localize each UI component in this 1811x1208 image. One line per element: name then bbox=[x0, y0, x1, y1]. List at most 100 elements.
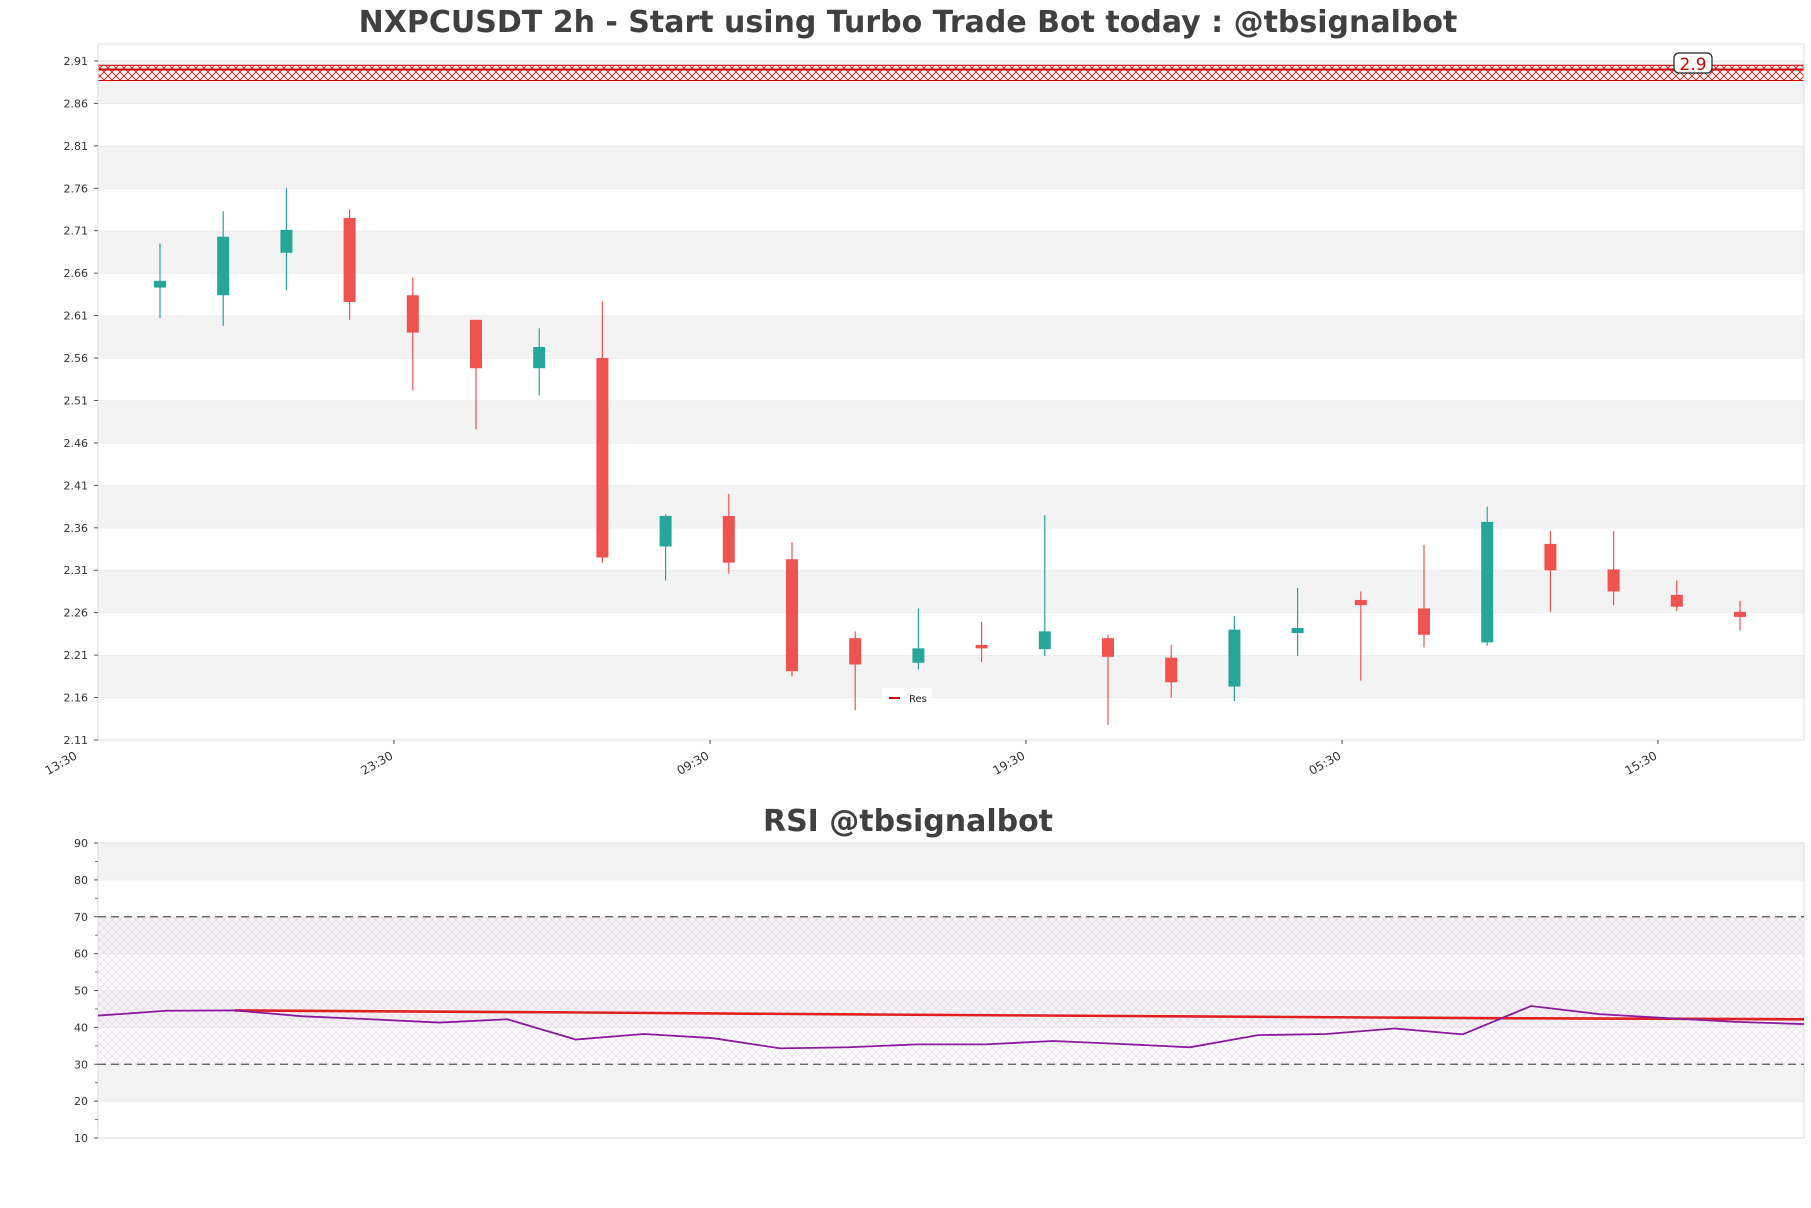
candle-down bbox=[1354, 591, 1367, 681]
rsi-band bbox=[98, 1064, 1804, 1102]
rsi-y-tick-label: 30 bbox=[74, 1058, 88, 1071]
candle-body bbox=[1165, 657, 1178, 683]
price-grid-bands bbox=[98, 60, 1804, 740]
candle-body bbox=[1734, 611, 1746, 617]
rsi-band bbox=[98, 843, 1804, 880]
candle-up bbox=[1038, 515, 1051, 656]
price-x-axis: 13:30 23:30 09:30 19:30 05:30 15:30 bbox=[43, 740, 1660, 778]
price-chart-title: NXPCUSDT 2h - Start using Turbo Trade Bo… bbox=[359, 5, 1458, 40]
candle-down bbox=[406, 277, 419, 391]
candle-body bbox=[1607, 569, 1620, 592]
candle-body bbox=[849, 638, 862, 665]
candle-up bbox=[912, 608, 925, 670]
candle-body bbox=[786, 559, 798, 672]
rsi-y-tick-label: 20 bbox=[74, 1095, 88, 1108]
candle-down bbox=[1102, 634, 1114, 725]
candle-up bbox=[659, 514, 672, 581]
rsi-series bbox=[97, 1005, 1805, 1050]
resistance-label: 2.9 bbox=[1673, 52, 1713, 75]
rsi-y-tick-label: 80 bbox=[74, 874, 88, 887]
price-y-tick-label: 2.36 bbox=[64, 522, 89, 535]
candle-body bbox=[280, 229, 293, 253]
candle-up bbox=[1481, 506, 1494, 646]
price-band bbox=[98, 442, 1804, 486]
price-band bbox=[98, 655, 1804, 698]
candle-body bbox=[1102, 638, 1114, 657]
price-band bbox=[98, 485, 1804, 528]
candle-down bbox=[1607, 531, 1620, 606]
candle-body bbox=[1354, 599, 1367, 606]
rsi-y-tick-label: 50 bbox=[74, 985, 88, 998]
rsi-level-lines bbox=[98, 916, 1804, 1065]
price-y-tick-label: 2.61 bbox=[64, 310, 89, 323]
price-x-tick-label: 05:30 bbox=[1307, 748, 1344, 777]
price-y-tick-label: 2.51 bbox=[64, 394, 89, 407]
rsi-y-axis: 10 20 30 40 50 60 70 80 90 bbox=[74, 837, 98, 1145]
candle-body bbox=[217, 236, 230, 296]
candlestick-series bbox=[154, 188, 1746, 725]
candle-up bbox=[280, 188, 293, 291]
price-band bbox=[98, 527, 1804, 571]
candle-body bbox=[975, 644, 988, 649]
price-y-tick-label: 2.26 bbox=[64, 607, 89, 620]
price-y-tick-label: 2.81 bbox=[64, 140, 89, 153]
rsi-y-tick-label: 60 bbox=[74, 948, 88, 961]
candle-body bbox=[1418, 608, 1430, 635]
resistance-value-label: 2.9 bbox=[1679, 55, 1706, 75]
price-band bbox=[98, 273, 1804, 316]
price-x-tick-label: 09:30 bbox=[675, 748, 712, 777]
candle-down bbox=[343, 209, 356, 320]
legend-res-label: Res bbox=[909, 694, 927, 705]
candle-body bbox=[1544, 543, 1557, 571]
candle-up bbox=[533, 328, 546, 396]
price-y-tick-label: 2.56 bbox=[64, 352, 89, 365]
rsi-y-tick-label: 90 bbox=[74, 837, 88, 850]
candle-down bbox=[470, 319, 482, 430]
price-y-tick-label: 2.76 bbox=[64, 182, 89, 195]
price-y-tick-label: 2.86 bbox=[64, 97, 89, 110]
candle-body bbox=[343, 218, 356, 303]
price-band bbox=[98, 612, 1804, 656]
price-band bbox=[98, 145, 1804, 189]
rsi-grid-bands bbox=[98, 842, 1804, 1138]
price-band bbox=[98, 315, 1804, 359]
candle-down bbox=[722, 493, 735, 574]
price-x-tick-label: 13:30 bbox=[43, 748, 80, 777]
candle-down bbox=[1734, 600, 1746, 631]
rsi-y-tick-label: 40 bbox=[74, 1021, 88, 1034]
candle-down bbox=[975, 622, 988, 662]
candle-body bbox=[406, 295, 419, 333]
candle-down bbox=[1165, 644, 1178, 698]
price-y-tick-label: 2.41 bbox=[64, 479, 89, 492]
price-band bbox=[98, 358, 1804, 401]
price-y-axis: 2.11 2.16 2.21 2.26 2.31 2.36 2.41 2.46 2.51 2.56… bbox=[64, 55, 98, 747]
candle-body bbox=[533, 347, 546, 369]
candle-body bbox=[1038, 631, 1051, 650]
rsi-range-hatch bbox=[98, 916, 1804, 1065]
rsi-y-tick-label: 10 bbox=[74, 1132, 88, 1145]
rsi-line bbox=[97, 1005, 1805, 1050]
candle-body bbox=[1481, 521, 1494, 643]
price-y-tick-label: 2.16 bbox=[64, 692, 89, 705]
rsi-chart-title: RSI @tbsignalbot bbox=[763, 804, 1053, 839]
candle-up bbox=[1228, 616, 1241, 701]
candle-up bbox=[1291, 588, 1304, 656]
price-y-tick-label: 2.66 bbox=[64, 267, 89, 280]
price-band bbox=[98, 230, 1804, 274]
price-y-tick-label: 2.31 bbox=[64, 564, 89, 577]
candle-up bbox=[217, 211, 230, 326]
candle-body bbox=[1291, 627, 1304, 634]
price-legend: Res bbox=[882, 688, 932, 708]
candle-down bbox=[1418, 544, 1430, 648]
price-band bbox=[98, 188, 1804, 231]
price-band bbox=[98, 400, 1804, 443]
resistance-zone bbox=[98, 64, 1804, 81]
price-plot-frame bbox=[97, 43, 1805, 741]
candle-down bbox=[786, 542, 798, 677]
price-y-tick-label: 2.46 bbox=[64, 437, 89, 450]
candle-down bbox=[596, 301, 609, 563]
price-band bbox=[98, 103, 1804, 146]
resistance-hatch bbox=[98, 65, 1804, 81]
price-y-tick-label: 2.71 bbox=[64, 225, 89, 238]
